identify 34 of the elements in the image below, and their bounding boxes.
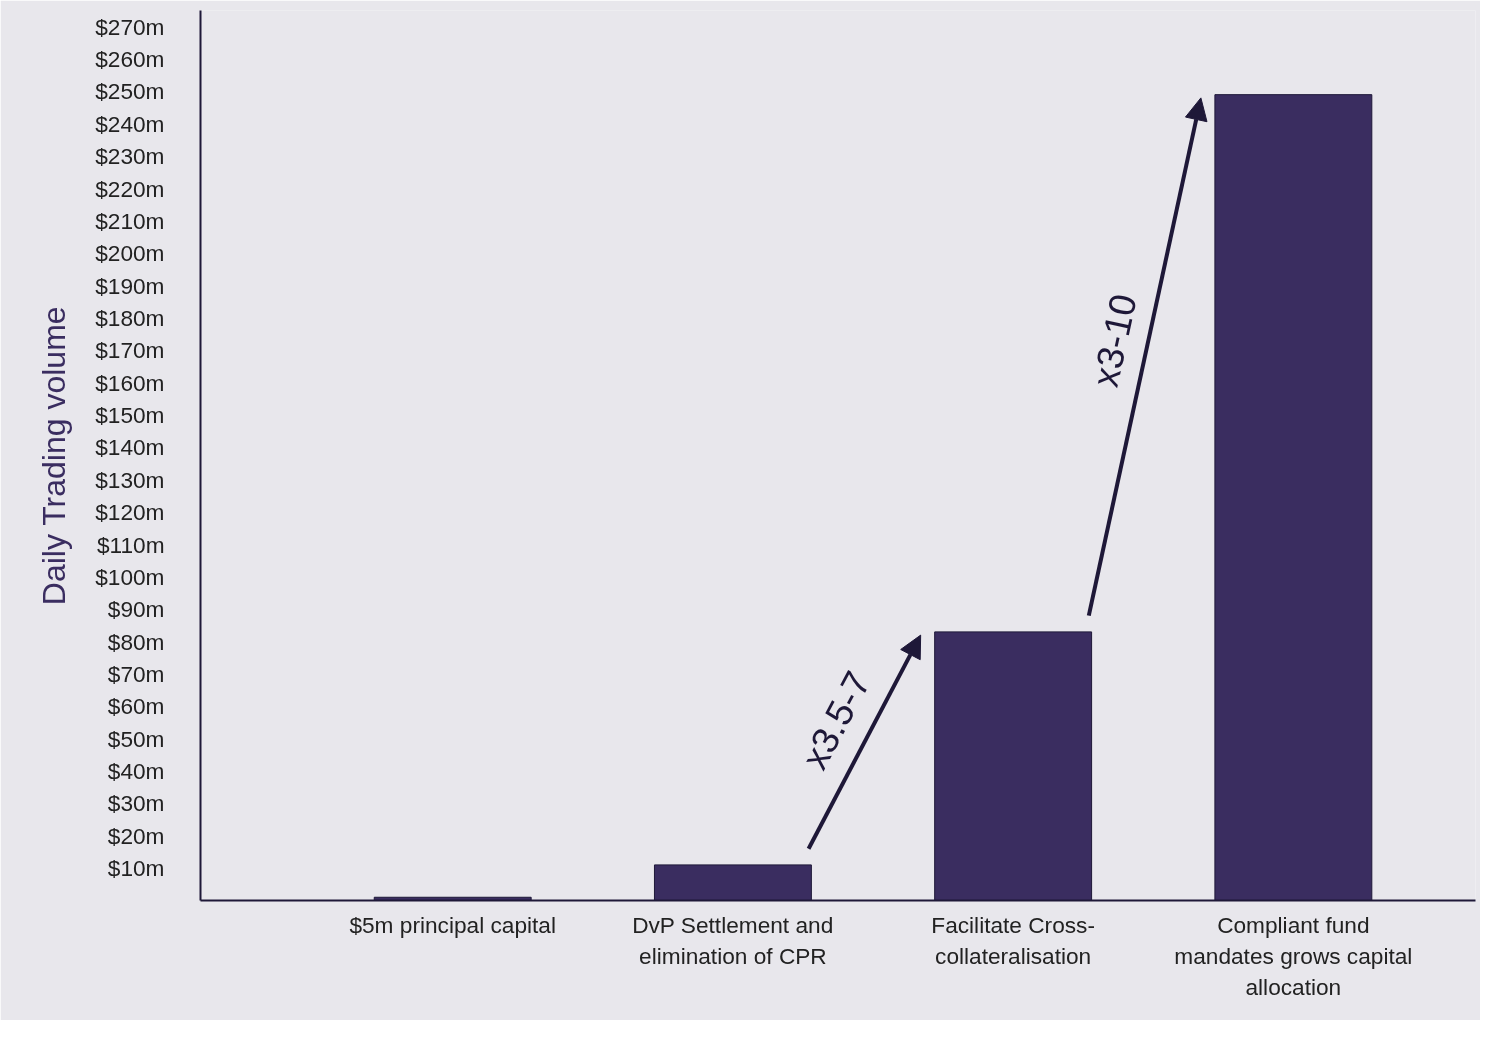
y-tick-label: $90m [107, 596, 165, 623]
y-tick-label: $180m [95, 304, 165, 331]
y-tick-label: $10m [107, 855, 165, 882]
y-tick-label: $250m [95, 78, 165, 105]
y-tick-label: $260m [95, 46, 165, 73]
y-tick-label: $140m [95, 434, 165, 461]
y-tick-label: $60m [107, 693, 165, 720]
y-tick-label: $130m [95, 466, 165, 493]
y-tick-label: $270m [95, 13, 165, 40]
annotation: x3.5-7 [793, 664, 879, 776]
y-tick-label: $120m [95, 499, 165, 526]
y-tick-label: $80m [107, 628, 165, 655]
x-tick-label: Facilitate Cross-collateralisation [931, 911, 1095, 969]
y-tick-label: $160m [95, 369, 165, 396]
x-tick-label: DvP Settlement and elimination of CPR [632, 911, 834, 969]
y-tick-label: $70m [107, 660, 165, 687]
y-tick-label: $200m [95, 240, 165, 267]
y-tick-label: $100m [95, 563, 165, 590]
y-axis-title: Daily Trading volume [36, 306, 73, 606]
y-tick-label: $220m [95, 175, 165, 202]
y-tick-label: $30m [107, 790, 165, 817]
y-tick-label: $50m [107, 725, 165, 752]
y-tick-label: $210m [95, 207, 165, 234]
y-tick-label: $190m [95, 272, 165, 299]
y-tick-label: $240m [95, 110, 165, 137]
y-tick-label: $170m [95, 337, 165, 364]
x-tick-label: Compliant fund mandates grows capital allocation [1174, 911, 1413, 1000]
y-tick-label: $20m [107, 822, 165, 849]
y-tick-label: $150m [95, 402, 165, 429]
y-tick-label: $40m [107, 758, 165, 785]
y-tick-label: $110m [96, 531, 165, 558]
x-tick-label: $5m principal capital [349, 911, 556, 938]
y-tick-label: $230m [95, 143, 165, 170]
annotation: x3-10 [1083, 290, 1145, 391]
